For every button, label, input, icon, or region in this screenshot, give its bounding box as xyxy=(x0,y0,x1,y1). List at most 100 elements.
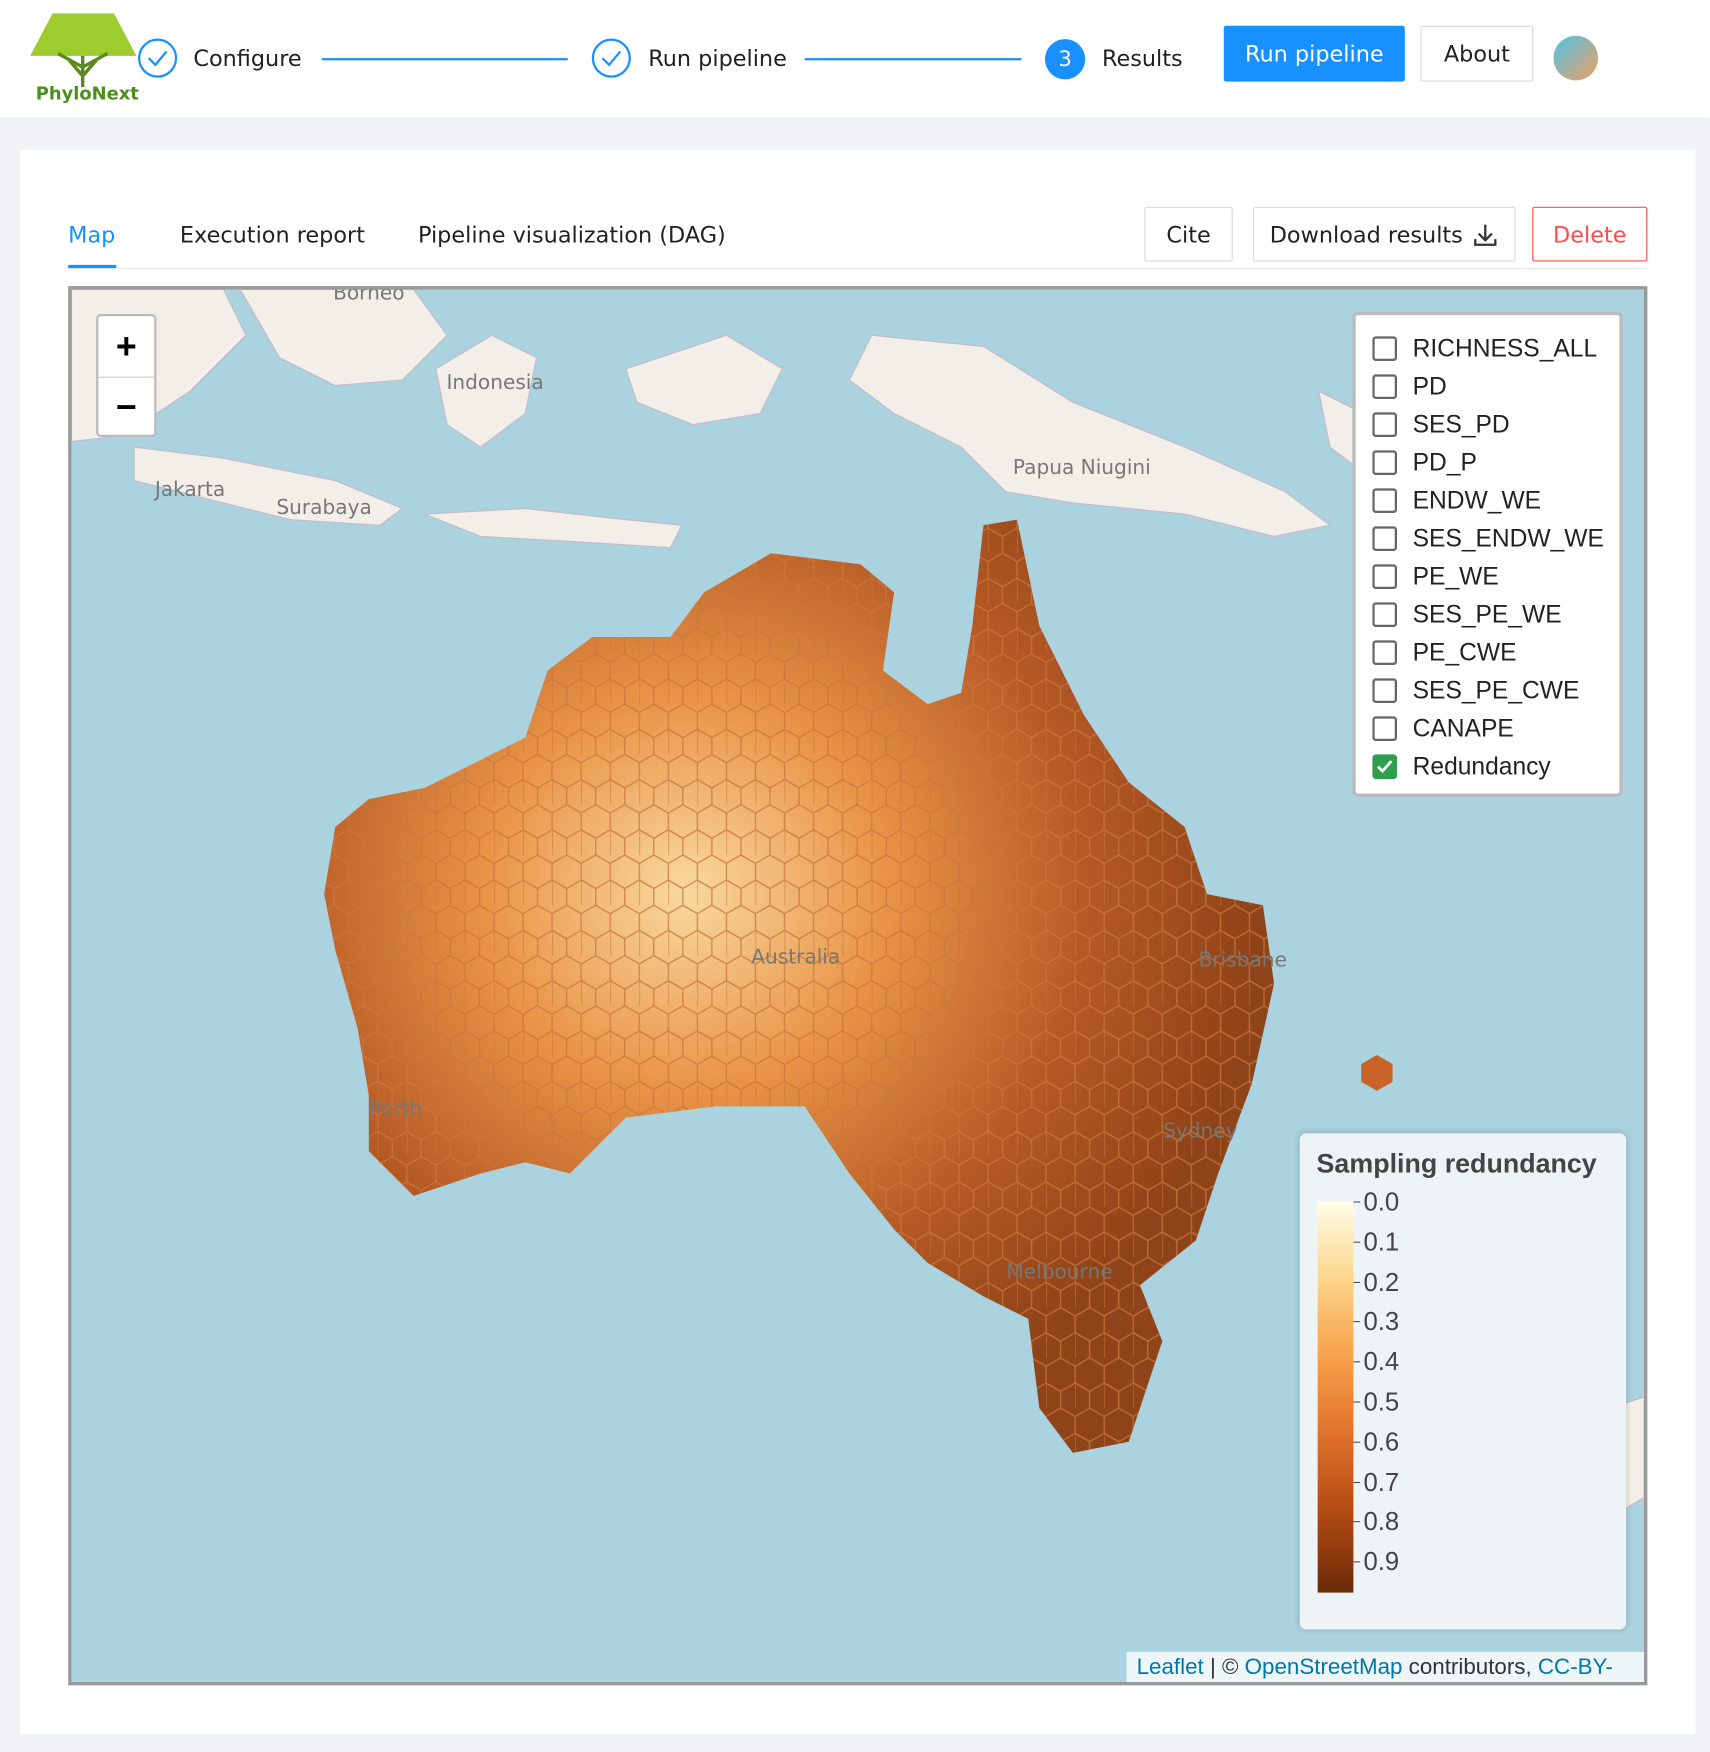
checkbox[interactable] xyxy=(1372,716,1397,741)
layer-option[interactable]: SES_PE_CWE xyxy=(1372,674,1579,708)
osm-link[interactable]: OpenStreetMap xyxy=(1244,1655,1403,1680)
attribution-text: contributors, xyxy=(1408,1655,1532,1680)
zoom-in[interactable]: + xyxy=(98,316,155,378)
legend-tick-label: 0.5 xyxy=(1363,1386,1400,1416)
legend-title: Sampling redundancy xyxy=(1316,1148,1597,1180)
zoom-out[interactable]: − xyxy=(115,386,137,427)
layer-option[interactable]: PE_CWE xyxy=(1372,636,1516,670)
layer-name: PE_CWE xyxy=(1412,638,1517,667)
layer-option[interactable]: PD_P xyxy=(1372,446,1477,480)
step-number: 3 xyxy=(1044,39,1086,80)
legend-tick xyxy=(1353,1521,1361,1523)
place-label: Australia xyxy=(751,944,840,968)
legend-tick-label: 0.3 xyxy=(1363,1306,1400,1336)
layer-name: ENDW_WE xyxy=(1412,486,1542,515)
tab-divider xyxy=(68,268,1648,270)
run-pipeline-button[interactable]: Run pipeline xyxy=(1223,25,1405,82)
checkbox[interactable] xyxy=(1372,754,1397,779)
checkbox[interactable] xyxy=(1372,526,1397,551)
legend-tick-label: 0.0 xyxy=(1363,1186,1400,1216)
checkbox[interactable] xyxy=(1372,678,1397,703)
legend-tick-label: 0.4 xyxy=(1363,1346,1400,1376)
step-connector xyxy=(321,58,568,61)
download-label: Download results xyxy=(1269,220,1463,248)
checkbox[interactable] xyxy=(1372,336,1397,361)
legend-tick-label: 0.1 xyxy=(1363,1226,1400,1256)
step-connector xyxy=(804,58,1022,61)
tab-ink xyxy=(68,264,117,269)
legend-tick-label: 0.7 xyxy=(1363,1466,1400,1497)
step-check xyxy=(591,38,631,78)
legend-tick-label: 0.8 xyxy=(1363,1506,1400,1537)
layer-option[interactable]: PE_WE xyxy=(1372,560,1499,594)
checkbox[interactable] xyxy=(1372,450,1397,475)
legend-tick xyxy=(1353,1201,1361,1203)
tab[interactable]: Execution report xyxy=(179,221,366,249)
layer-name: PD_P xyxy=(1412,448,1477,477)
layer-option[interactable]: CANAPE xyxy=(1372,712,1514,746)
header: PhyloNext Configure Run pipeline 3 Resul… xyxy=(0,0,1710,118)
cite-button[interactable]: Cite xyxy=(1144,206,1233,262)
layer-name: PE_WE xyxy=(1412,562,1499,591)
step-check xyxy=(138,38,178,78)
place-label: Jakarta xyxy=(153,477,225,501)
delete-button[interactable]: Delete xyxy=(1532,206,1648,262)
tab[interactable]: Map xyxy=(68,221,116,249)
checkbox[interactable] xyxy=(1372,488,1397,513)
legend: Sampling redundancy 0.0 0.1 0.2 0.3 0.4 0.5 0.… xyxy=(1299,1133,1627,1630)
place-label: Melbourne xyxy=(1006,1260,1112,1284)
layer-option[interactable]: SES_PD xyxy=(1372,408,1510,442)
legend-tick xyxy=(1353,1321,1361,1323)
legend-tick-label: 0.9 xyxy=(1363,1546,1400,1577)
leaflet-link[interactable]: Leaflet xyxy=(1136,1655,1204,1680)
place-label: Indonesia xyxy=(446,370,543,394)
logo-icon xyxy=(30,13,137,88)
legend-tick xyxy=(1353,1561,1361,1563)
step-label: Run pipeline xyxy=(648,44,787,72)
logo-text: PhyloNext xyxy=(35,82,139,104)
attribution-text: | © xyxy=(1209,1655,1239,1680)
legend-tick xyxy=(1353,1241,1361,1243)
place-label: Papua Niugini xyxy=(1013,455,1151,479)
layer-name: SES_PE_CWE xyxy=(1412,676,1580,705)
legend-tick xyxy=(1353,1401,1361,1403)
layer-option[interactable]: SES_PE_WE xyxy=(1372,598,1562,632)
attribution: Leaflet | © OpenStreetMap contributors, … xyxy=(1126,1651,1644,1682)
layer-name: Redundancy xyxy=(1412,752,1551,781)
layer-name: RICHNESS_ALL xyxy=(1412,334,1598,363)
license-link[interactable]: CC-BY-SA xyxy=(1137,1655,1613,1682)
checkbox[interactable] xyxy=(1372,412,1397,437)
checkbox[interactable] xyxy=(1372,564,1397,589)
layer-option[interactable]: ENDW_WE xyxy=(1372,484,1541,518)
place-label: Borneo xyxy=(333,289,404,304)
layer-name: PD xyxy=(1412,372,1447,401)
download-icon xyxy=(1473,224,1497,246)
place-label: Brisbane xyxy=(1199,948,1287,972)
check-icon xyxy=(1377,760,1393,774)
place-label: Surabaya xyxy=(276,495,371,519)
legend-tick xyxy=(1353,1281,1361,1283)
colorbar xyxy=(1317,1201,1354,1593)
checkbox[interactable] xyxy=(1372,374,1397,399)
layer-option[interactable]: SES_ENDW_WE xyxy=(1372,522,1604,556)
legend-tick xyxy=(1353,1481,1361,1483)
place-label: Sydney xyxy=(1163,1119,1238,1143)
legend-tick-label: 0.2 xyxy=(1363,1266,1400,1296)
about-button[interactable]: About xyxy=(1420,25,1534,82)
layer-name: SES_PD xyxy=(1412,410,1510,439)
download-button[interactable]: Download results xyxy=(1252,206,1516,262)
layer-option[interactable]: PD xyxy=(1372,370,1447,404)
layer-name: SES_ENDW_WE xyxy=(1412,524,1604,553)
avatar[interactable] xyxy=(1553,35,1599,81)
tab[interactable]: Pipeline visualization (DAG) xyxy=(417,221,726,249)
layer-option[interactable]: RICHNESS_ALL xyxy=(1372,332,1597,366)
layer-name: SES_PE_WE xyxy=(1412,600,1562,629)
place-label: Perth xyxy=(369,1096,422,1120)
layer-control xyxy=(1352,311,1623,797)
map[interactable]: Borneo Indonesia Jakarta Surabaya Papua Niug… xyxy=(68,286,1648,1686)
checkbox[interactable] xyxy=(1372,640,1397,665)
checkbox[interactable] xyxy=(1372,602,1397,627)
layer-option[interactable]: Redundancy xyxy=(1372,750,1551,784)
